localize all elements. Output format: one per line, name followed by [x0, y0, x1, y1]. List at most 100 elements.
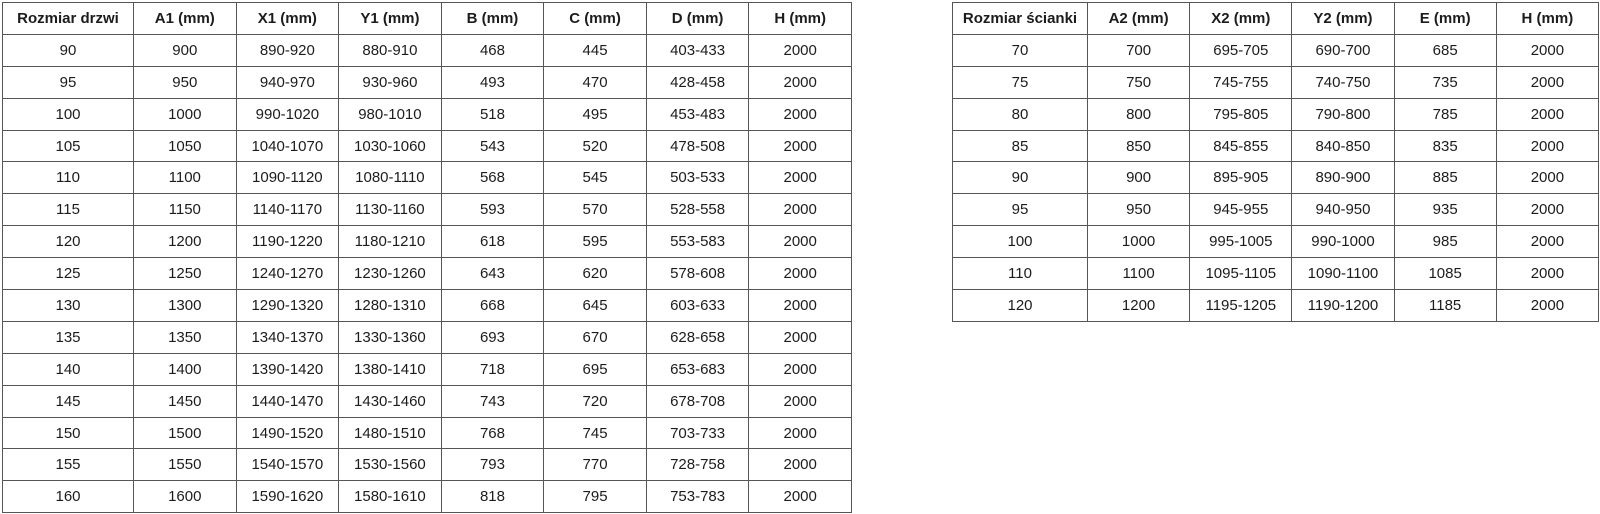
data-cell: 1480-1510	[338, 416, 442, 450]
header-cell: H (mm)	[748, 2, 852, 35]
data-cell: 950	[1086, 193, 1191, 227]
data-cell: 155	[2, 448, 134, 482]
table-row: 125 1250 1240-1270 1230-1260 643 620 578-608 20…	[2, 257, 852, 291]
data-cell: 1600	[133, 480, 237, 514]
data-cell: 720	[543, 384, 647, 418]
data-cell: 700	[1086, 33, 1191, 67]
data-cell: 1390-1420	[235, 352, 340, 386]
data-cell: 2000	[748, 161, 852, 195]
data-cell: 990-1000	[1291, 225, 1395, 259]
data-cell: 890-920	[235, 33, 340, 67]
data-cell: 520	[543, 129, 647, 163]
data-cell: 1230-1260	[338, 257, 442, 291]
data-cell: 120	[2, 225, 134, 259]
data-cell: 1195-1205	[1189, 289, 1293, 322]
data-cell: 668	[440, 289, 545, 322]
data-cell: 2000	[748, 384, 852, 418]
data-cell: 2000	[748, 257, 852, 291]
data-cell: 695	[543, 352, 647, 386]
table-row: 115 1150 1140-1170 1130-1160 593 570 528-558 20…	[2, 193, 852, 227]
data-cell: 2000	[748, 193, 852, 227]
data-cell: 1350	[133, 320, 237, 354]
data-cell: 735	[1393, 65, 1497, 99]
data-cell: 70	[952, 33, 1088, 67]
data-cell: 470	[543, 65, 647, 99]
data-cell: 1180-1210	[338, 225, 442, 259]
data-cell: 75	[952, 65, 1088, 99]
data-cell: 1090-1120	[235, 161, 340, 195]
data-cell: 2000	[1495, 289, 1600, 322]
table-row: 90 900 890-920 880-910 468 445 403-433 2000	[2, 33, 852, 67]
data-cell: 2000	[1495, 161, 1600, 195]
table-row: 85 850 845-855 840-850 835 2000	[952, 129, 1600, 163]
data-cell: 95	[2, 65, 134, 99]
data-cell: 493	[440, 65, 545, 99]
table-row: 135 1350 1340-1370 1330-1360 693 670 628-658 20…	[2, 320, 852, 354]
data-cell: 653-683	[645, 352, 750, 386]
data-cell: 2000	[748, 129, 852, 163]
data-cell: 1100	[133, 161, 237, 195]
data-cell: 940-950	[1291, 193, 1395, 227]
data-cell: 790-800	[1291, 97, 1395, 131]
header-cell: A1 (mm)	[133, 2, 237, 35]
data-cell: 2000	[748, 289, 852, 322]
data-cell: 1130-1160	[338, 193, 442, 227]
data-cell: 2000	[748, 225, 852, 259]
data-cell: 1340-1370	[235, 320, 340, 354]
data-cell: 468	[440, 33, 545, 67]
table-row: 80 800 795-805 790-800 785 2000	[952, 97, 1600, 131]
data-cell: 1550	[133, 448, 237, 482]
table-row: 145 1450 1440-1470 1430-1460 743 720 678-708 20…	[2, 384, 852, 418]
data-cell: 1540-1570	[235, 448, 340, 482]
table-row: 100 1000 995-1005 990-1000 985 2000	[952, 225, 1600, 259]
data-cell: 80	[952, 97, 1088, 131]
data-cell: 120	[952, 289, 1088, 322]
table-row: 120 1200 1190-1220 1180-1210 618 595 553-583 20…	[2, 225, 852, 259]
data-cell: 2000	[748, 480, 852, 514]
data-cell: 845-855	[1189, 129, 1293, 163]
data-cell: 980-1010	[338, 97, 442, 131]
data-cell: 900	[1086, 161, 1191, 195]
header-cell: Y2 (mm)	[1291, 2, 1395, 35]
data-cell: 703-733	[645, 416, 750, 450]
data-cell: 1250	[133, 257, 237, 291]
data-cell: 90	[952, 161, 1088, 195]
data-cell: 785	[1393, 97, 1497, 131]
table-row: 75 750 745-755 740-750 735 2000	[952, 65, 1600, 99]
data-cell: 2000	[748, 320, 852, 354]
data-cell: 150	[2, 416, 134, 450]
data-cell: 90	[2, 33, 134, 67]
data-cell: 740-750	[1291, 65, 1395, 99]
data-cell: 678-708	[645, 384, 750, 418]
header-row: Rozmiar ścianki A2 (mm) X2 (mm) Y2 (mm) E (m…	[952, 2, 1600, 35]
data-cell: 850	[1086, 129, 1191, 163]
data-cell: 105	[2, 129, 134, 163]
data-cell: 693	[440, 320, 545, 354]
table-row: 100 1000 990-1020 980-1010 518 495 453-483 2000	[2, 97, 852, 131]
data-cell: 768	[440, 416, 545, 450]
data-cell: 718	[440, 352, 545, 386]
data-cell: 743	[440, 384, 545, 418]
data-cell: 495	[543, 97, 647, 131]
data-cell: 940-970	[235, 65, 340, 99]
data-cell: 1430-1460	[338, 384, 442, 418]
data-cell: 1030-1060	[338, 129, 442, 163]
data-cell: 930-960	[338, 65, 442, 99]
table-row: 155 1550 1540-1570 1530-1560 793 770 728-758 20…	[2, 448, 852, 482]
data-cell: 2000	[1495, 129, 1600, 163]
data-cell: 2000	[1495, 97, 1600, 131]
data-cell: 1440-1470	[235, 384, 340, 418]
data-cell: 1100	[1086, 257, 1191, 291]
data-cell: 503-533	[645, 161, 750, 195]
data-cell: 753-783	[645, 480, 750, 514]
data-cell: 453-483	[645, 97, 750, 131]
data-cell: 2000	[1495, 225, 1600, 259]
data-cell: 985	[1393, 225, 1497, 259]
table-row: 140 1400 1390-1420 1380-1410 718 695 653-683 20…	[2, 352, 852, 386]
table-row: 70 700 695-705 690-700 685 2000	[952, 33, 1600, 67]
data-cell: 895-905	[1189, 161, 1293, 195]
data-cell: 2000	[1495, 257, 1600, 291]
data-cell: 685	[1393, 33, 1497, 67]
header-cell: E (mm)	[1393, 2, 1497, 35]
data-cell: 793	[440, 448, 545, 482]
